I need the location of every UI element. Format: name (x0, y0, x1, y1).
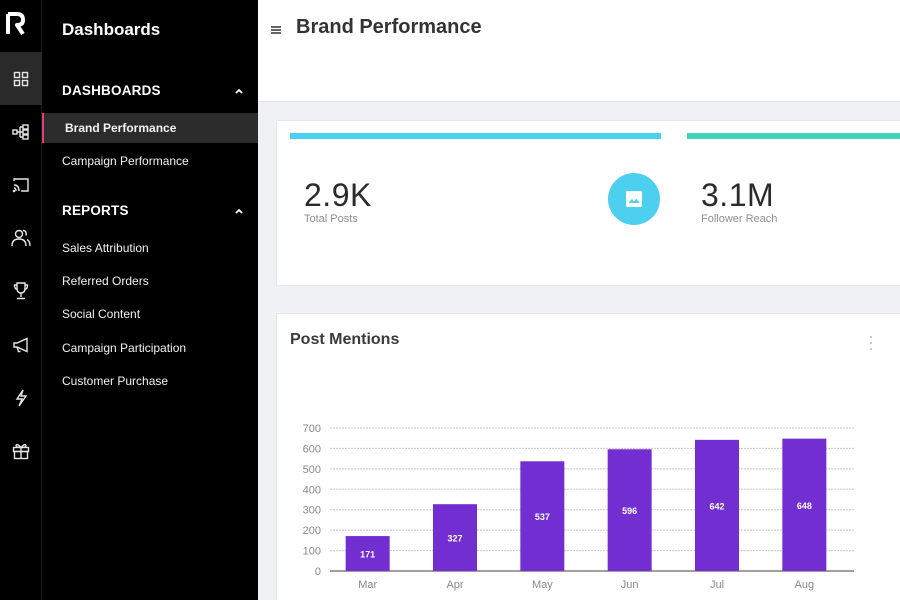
y-tick-label: 300 (303, 505, 321, 517)
bar-aug (782, 438, 827, 571)
data-label: 537 (535, 512, 550, 522)
y-tick-label: 200 (303, 525, 321, 537)
nav-item-brand-performance[interactable]: Brand Performance (42, 113, 258, 143)
stat-accent-bar (290, 133, 661, 139)
chevron-up-icon[interactable] (234, 207, 244, 215)
stat-label: Follower Reach (701, 213, 778, 225)
data-label: 171 (360, 550, 375, 560)
nav-item-campaign-participation[interactable]: Campaign Participation (62, 341, 187, 355)
x-tick-label: Mar (358, 579, 377, 591)
nav-item-campaign-performance[interactable]: Campaign Performance (62, 154, 189, 168)
stat-follower-reach: 3.1M Follower Reach (687, 133, 900, 225)
stat-value: 3.1M (701, 177, 775, 213)
rail-item-campaigns[interactable] (0, 318, 42, 371)
rail-item-dashboards[interactable] (0, 52, 42, 105)
x-tick-label: Aug (795, 579, 815, 591)
nav-item-social-content[interactable]: Social Content (62, 307, 141, 321)
page-title: Brand Performance (296, 16, 482, 38)
nav-sidebar: Dashboards DASHBOARDS Brand Performance … (42, 0, 258, 600)
x-tick-label: Jun (621, 579, 639, 591)
data-label: 648 (797, 501, 812, 511)
rail-item-automations[interactable] (0, 371, 42, 424)
nav-item-sales-attribution[interactable]: Sales Attribution (62, 241, 149, 255)
nav-title: Dashboards (62, 20, 161, 39)
y-tick-label: 0 (315, 566, 321, 578)
x-tick-label: Apr (446, 579, 463, 591)
y-tick-label: 100 (303, 546, 321, 558)
rail-item-cast[interactable] (0, 158, 42, 211)
hierarchy-icon (12, 123, 29, 140)
y-tick-label: 500 (303, 464, 321, 476)
chevron-up-icon[interactable] (234, 87, 244, 95)
cast-icon (12, 177, 29, 192)
y-tick-label: 700 (303, 423, 321, 435)
rail-item-gifts[interactable] (0, 424, 42, 477)
y-tick-label: 600 (303, 443, 321, 455)
icon-rail (0, 0, 42, 600)
x-tick-label: May (532, 579, 553, 591)
nav-item-customer-purchase[interactable]: Customer Purchase (62, 374, 169, 388)
stat-total-posts: 2.9K Total Posts (290, 133, 661, 225)
stats-card: 2.9K Total Posts 3.1M Follower Reach (276, 120, 900, 286)
kebab-menu-icon[interactable] (867, 336, 875, 350)
rail-item-users[interactable] (0, 211, 42, 264)
stat-accent-bar (687, 133, 900, 139)
rail-item-rewards[interactable] (0, 264, 42, 317)
post-mentions-card: Post Mentions 0 100 200 300 400 500 600 700 171 M… (276, 313, 900, 600)
y-tick-label: 400 (303, 484, 321, 496)
bar-jun (607, 449, 652, 571)
bar-jul (695, 439, 739, 571)
bar-may (520, 461, 565, 571)
bar-apr (433, 504, 477, 571)
data-label: 327 (447, 534, 462, 544)
bar-chart: 0 100 200 300 400 500 600 700 171 Mar 327 Apr 537 May… (303, 423, 854, 591)
nav-section-dashboards[interactable]: DASHBOARDS (62, 83, 161, 98)
r-logo-icon[interactable] (6, 12, 26, 36)
data-label: 642 (709, 501, 724, 511)
nav-section-reports[interactable]: REPORTS (62, 203, 129, 218)
rail-item-network[interactable] (0, 105, 42, 158)
page-header: Brand Performance (258, 0, 900, 102)
nav-item-referred-orders[interactable]: Referred Orders (62, 274, 149, 288)
gift-icon (12, 443, 30, 459)
image-icon (626, 191, 642, 207)
data-label: 596 (622, 506, 637, 516)
trophy-icon (13, 281, 29, 299)
grid-icon (13, 71, 29, 86)
lightning-icon (15, 389, 28, 406)
x-tick-label: Jul (710, 579, 724, 591)
hamburger-icon[interactable] (270, 24, 282, 36)
users-icon (11, 229, 31, 246)
chart-title: Post Mentions (290, 331, 400, 348)
stat-icon-badge (608, 173, 660, 225)
stat-value: 2.9K (304, 177, 372, 213)
megaphone-icon (13, 336, 28, 353)
stat-label: Total Posts (304, 213, 358, 225)
bar-mar (345, 536, 390, 571)
